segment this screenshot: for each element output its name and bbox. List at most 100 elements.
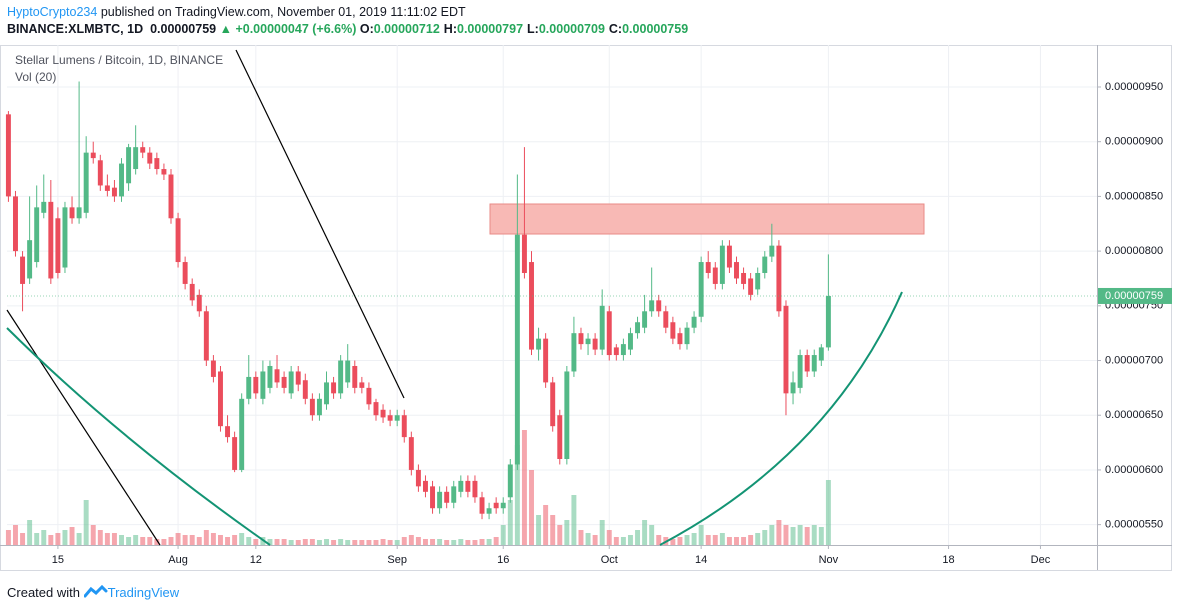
candle-body	[500, 502, 506, 509]
ohlc-key: O:	[359, 22, 374, 36]
x-tick-label: Dec	[1031, 554, 1051, 566]
volume-bar	[69, 527, 75, 545]
volume-bar	[189, 535, 195, 545]
candle-body	[62, 207, 68, 268]
candle-body	[472, 480, 478, 498]
brand[interactable]: TradingView	[107, 585, 180, 600]
y-tick-label: 0.00000900	[1105, 136, 1163, 148]
trend-line	[6, 309, 161, 546]
volume-bar	[613, 537, 619, 545]
candle-body	[366, 387, 372, 405]
ohlc-key: L:	[527, 22, 539, 36]
candle-body	[635, 322, 641, 334]
candle-body	[783, 305, 789, 394]
last-price-label: 0.00000759	[1105, 290, 1163, 302]
candle-body	[776, 245, 782, 312]
volume-bar	[783, 525, 789, 545]
volume-bar	[352, 540, 358, 545]
author[interactable]: HyptoCrypto234	[7, 5, 98, 19]
candle-body	[147, 152, 153, 164]
volume-bar	[126, 537, 132, 545]
volume-bar	[557, 525, 563, 545]
candle-body	[705, 262, 711, 273]
candle-body	[253, 376, 259, 394]
candle-body	[769, 245, 775, 257]
volume-bar	[543, 505, 549, 545]
candle-body	[521, 234, 527, 273]
candle-body	[260, 371, 266, 399]
volume-bar	[359, 540, 365, 545]
candle-body	[69, 207, 75, 219]
candle-body	[606, 311, 612, 356]
symbol: BINANCE:XLMBTC, 1D	[7, 22, 144, 36]
volume-bar	[27, 520, 33, 545]
volume-bar	[210, 533, 216, 545]
candle-body	[684, 327, 690, 345]
candle-body	[288, 371, 294, 394]
volume-bar	[734, 537, 739, 545]
volume-bar	[599, 520, 605, 545]
candle-body	[479, 497, 485, 514]
volume-bar	[719, 533, 725, 545]
volume-bar	[111, 533, 117, 545]
volume-bar	[627, 535, 633, 545]
candle-body	[741, 272, 747, 284]
footer: Created with TradingView	[7, 583, 179, 600]
candle-body	[430, 486, 436, 509]
candle-body	[557, 415, 563, 459]
y-tick-label: 0.00000550	[1105, 519, 1163, 531]
publish-line: HyptoCrypto234 published on TradingView.…	[7, 5, 466, 19]
volume-bar	[140, 537, 146, 545]
ohlc-value: 0.00000709	[538, 22, 605, 36]
volume-bar	[472, 540, 478, 545]
candle-body	[415, 469, 421, 487]
volume-bar	[500, 525, 506, 545]
candle-body	[239, 398, 245, 470]
volume-bar	[606, 530, 612, 545]
volume-bar	[387, 540, 393, 545]
volume-bar	[741, 537, 747, 545]
volume-bar	[239, 533, 245, 545]
volume-bar	[168, 537, 174, 545]
volume-bar	[274, 539, 280, 545]
candle-body	[154, 158, 160, 170]
candle-body	[543, 338, 549, 383]
candle-body	[168, 174, 174, 219]
volume-bar	[818, 527, 824, 545]
volume-bar	[762, 530, 768, 545]
volume-bar	[48, 535, 54, 545]
volume-bar	[550, 515, 556, 545]
volume-bar	[635, 530, 641, 545]
candle-body	[734, 262, 739, 279]
candle-body	[719, 245, 725, 284]
candle-body	[571, 333, 577, 372]
volume-bar	[521, 430, 527, 545]
candle-body	[380, 409, 386, 418]
candle-body	[437, 491, 443, 509]
candle-body	[196, 294, 202, 312]
volume-bar	[267, 539, 273, 545]
volume-bar	[571, 495, 577, 545]
candle-body	[698, 262, 704, 317]
volume-bar	[246, 537, 252, 545]
candle-body	[613, 347, 619, 356]
candle-body	[352, 365, 358, 388]
candle-body	[274, 369, 280, 383]
volume-bar	[196, 537, 202, 545]
candle-body	[359, 382, 365, 388]
arc	[6, 327, 271, 546]
last-price-tag	[1098, 287, 1172, 304]
candle-body	[458, 480, 464, 492]
x-tick-label: 15	[52, 554, 64, 566]
volume-bar	[253, 539, 259, 545]
candle-body	[76, 207, 82, 219]
volume-bar	[684, 535, 690, 545]
x-tick-label: Sep	[387, 554, 407, 566]
volume-bar	[408, 535, 414, 545]
volume-bar	[338, 539, 344, 545]
volume-bar	[451, 540, 457, 545]
volume-bar	[585, 533, 591, 545]
candle-body	[90, 152, 96, 159]
candle-body	[536, 338, 542, 350]
symbol-line: BINANCE:XLMBTC, 1D 0.00000759 ▲ +0.00000…	[7, 22, 692, 36]
